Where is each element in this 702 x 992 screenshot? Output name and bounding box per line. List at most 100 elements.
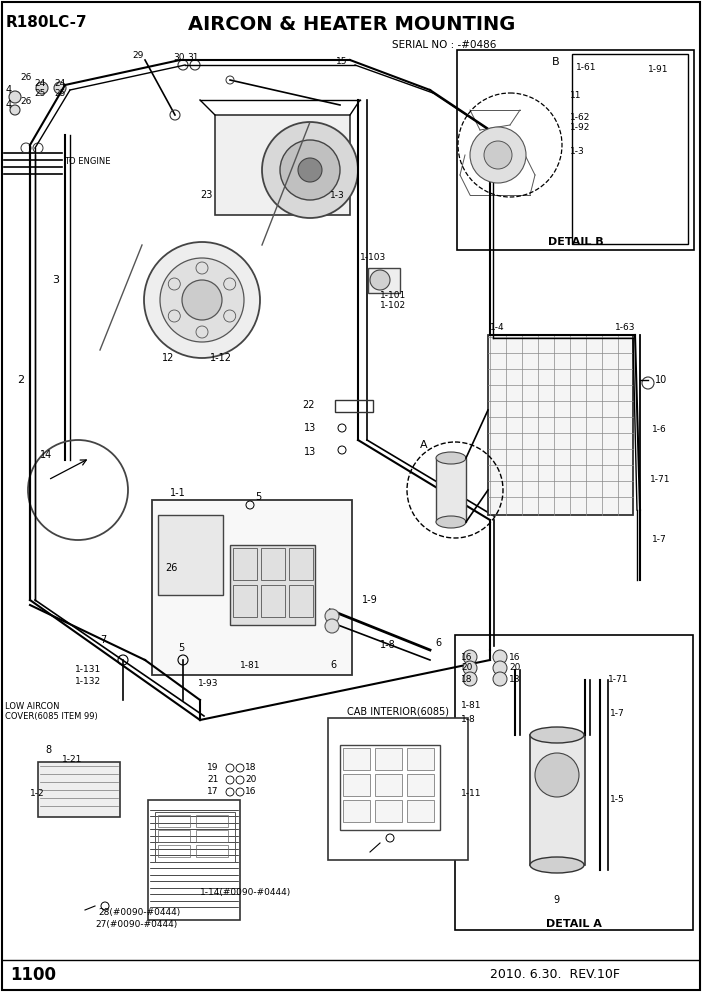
Text: 1-81: 1-81 xyxy=(240,661,260,670)
Text: DETAIL A: DETAIL A xyxy=(546,919,602,929)
Ellipse shape xyxy=(436,452,466,464)
Circle shape xyxy=(463,672,477,686)
Text: 1-21: 1-21 xyxy=(62,756,82,765)
Text: 1100: 1100 xyxy=(10,966,56,984)
Bar xyxy=(572,54,688,244)
Text: 16: 16 xyxy=(509,653,520,662)
Text: 8: 8 xyxy=(45,745,51,755)
Circle shape xyxy=(325,609,339,623)
Text: 1-9: 1-9 xyxy=(362,595,378,605)
Text: 16: 16 xyxy=(245,788,256,797)
Text: AIRCON & HEATER MOUNTING: AIRCON & HEATER MOUNTING xyxy=(188,15,516,34)
Bar xyxy=(261,585,285,617)
Bar xyxy=(488,335,633,515)
Text: 6: 6 xyxy=(330,660,336,670)
Text: 1-131: 1-131 xyxy=(75,666,101,675)
Circle shape xyxy=(370,270,390,290)
Text: 2: 2 xyxy=(17,375,24,385)
Text: 19: 19 xyxy=(207,764,218,773)
Text: 18: 18 xyxy=(461,675,472,683)
Text: 3: 3 xyxy=(52,275,59,285)
Text: 21: 21 xyxy=(207,776,218,785)
Text: 1-1: 1-1 xyxy=(170,488,186,498)
Text: 1-8: 1-8 xyxy=(461,715,476,724)
Text: 9: 9 xyxy=(553,895,559,905)
Text: 1-11: 1-11 xyxy=(461,789,482,798)
Bar xyxy=(155,812,235,862)
Bar xyxy=(152,500,352,675)
Text: 1-101: 1-101 xyxy=(380,291,406,300)
Text: 5: 5 xyxy=(178,643,184,653)
Bar xyxy=(230,545,315,625)
Text: TO ENGINE: TO ENGINE xyxy=(64,158,110,167)
Bar xyxy=(196,815,228,827)
Bar xyxy=(340,745,440,830)
Bar xyxy=(158,845,190,857)
Text: 26: 26 xyxy=(20,97,32,106)
Text: CAB INTERIOR(6085): CAB INTERIOR(6085) xyxy=(347,707,449,717)
Bar xyxy=(343,748,370,770)
Text: 1-71: 1-71 xyxy=(650,475,670,484)
Text: 26: 26 xyxy=(20,73,32,82)
Bar xyxy=(158,830,190,842)
Text: 14: 14 xyxy=(40,450,52,460)
Text: 2010. 6.30.  REV.10F: 2010. 6.30. REV.10F xyxy=(490,968,620,981)
Text: 1-93: 1-93 xyxy=(198,679,218,687)
Text: 22: 22 xyxy=(302,400,314,410)
Bar xyxy=(196,830,228,842)
Bar xyxy=(343,774,370,796)
Text: 7: 7 xyxy=(100,635,106,645)
Ellipse shape xyxy=(436,516,466,528)
Text: 26: 26 xyxy=(165,563,178,573)
Text: 31: 31 xyxy=(187,53,199,62)
Circle shape xyxy=(9,91,21,103)
Text: 30: 30 xyxy=(173,53,185,62)
Text: 18: 18 xyxy=(245,764,256,773)
Circle shape xyxy=(36,82,48,94)
Text: 1-81: 1-81 xyxy=(461,701,482,710)
Bar xyxy=(196,845,228,857)
Text: 13: 13 xyxy=(304,423,316,433)
Text: 28(#0090-#0444): 28(#0090-#0444) xyxy=(98,908,180,917)
Text: 23: 23 xyxy=(200,190,213,200)
Text: 29: 29 xyxy=(132,51,143,60)
Bar xyxy=(328,718,468,860)
Circle shape xyxy=(484,141,512,169)
Text: 1-61: 1-61 xyxy=(576,63,597,72)
Bar xyxy=(148,800,240,920)
Bar xyxy=(233,548,257,580)
Text: 1-7: 1-7 xyxy=(652,536,667,545)
Text: 1-4: 1-4 xyxy=(490,323,505,332)
Text: 1-91: 1-91 xyxy=(648,65,668,74)
Bar xyxy=(375,748,402,770)
Circle shape xyxy=(463,661,477,675)
Circle shape xyxy=(262,122,358,218)
Bar xyxy=(335,400,373,412)
Circle shape xyxy=(280,140,340,200)
Text: DETAIL B: DETAIL B xyxy=(548,237,604,247)
Circle shape xyxy=(463,650,477,664)
Text: 15: 15 xyxy=(336,58,347,66)
Bar xyxy=(38,762,120,817)
Text: LOW AIRCON
COVER(6085 ITEM 99): LOW AIRCON COVER(6085 ITEM 99) xyxy=(5,702,98,721)
Bar xyxy=(407,774,434,796)
Text: A: A xyxy=(420,440,428,450)
Bar xyxy=(233,585,257,617)
Text: 1-71: 1-71 xyxy=(608,676,628,684)
Text: 1-92: 1-92 xyxy=(570,123,590,133)
Text: 1-3: 1-3 xyxy=(330,190,345,199)
Text: 16: 16 xyxy=(461,653,472,662)
Text: 1-2: 1-2 xyxy=(30,789,45,798)
Bar xyxy=(455,635,693,930)
Circle shape xyxy=(325,619,339,633)
Text: 12: 12 xyxy=(162,353,174,363)
Text: 1-8: 1-8 xyxy=(380,640,396,650)
Circle shape xyxy=(182,280,222,320)
Text: 13: 13 xyxy=(304,447,316,457)
Text: R180LC-7: R180LC-7 xyxy=(6,15,88,30)
Text: 18: 18 xyxy=(509,675,520,683)
Bar xyxy=(407,748,434,770)
Circle shape xyxy=(10,105,20,115)
Text: 1-132: 1-132 xyxy=(75,677,101,685)
Text: 6: 6 xyxy=(435,638,441,648)
